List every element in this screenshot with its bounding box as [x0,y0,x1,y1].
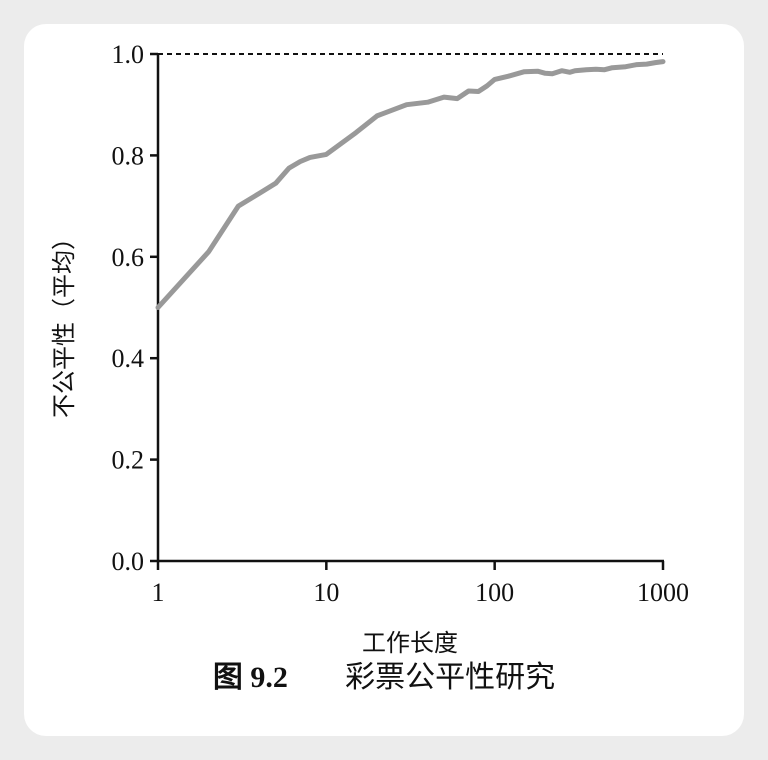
y-tick-label: 0.8 [112,141,145,170]
caption-gap [297,660,335,695]
y-tick-label: 0.6 [112,243,145,272]
figure-title: 彩票公平性研究 [345,660,556,695]
series-layer [155,59,666,310]
y-tick-label: 0.0 [112,547,145,576]
figure-caption: 图 9.2 彩票公平性研究 [0,652,768,696]
line-chart: 0.0 0.2 0.4 0.6 0.8 1.0 1 10 100 1000 工作长度 不公平性（平… [50,40,690,657]
ticks: 0.0 0.2 0.4 0.6 0.8 1.0 1 10 100 1000 [112,40,690,607]
y-tick-label: 1.0 [112,40,145,69]
series-line [155,59,666,310]
y-axis-title: 不公平性（平均） [50,226,78,418]
y-tick-label: 0.2 [112,446,145,475]
x-tick-label: 10 [313,578,339,607]
figure-card [24,24,744,736]
x-axis-title: 工作长度 [362,629,458,657]
axes [156,53,664,563]
figure-number: 图 9.2 [212,661,288,694]
x-tick-label: 100 [475,578,514,607]
x-tick-label: 1 [152,578,165,607]
x-tick-label: 1000 [637,578,689,607]
y-tick-label: 0.4 [112,344,145,373]
